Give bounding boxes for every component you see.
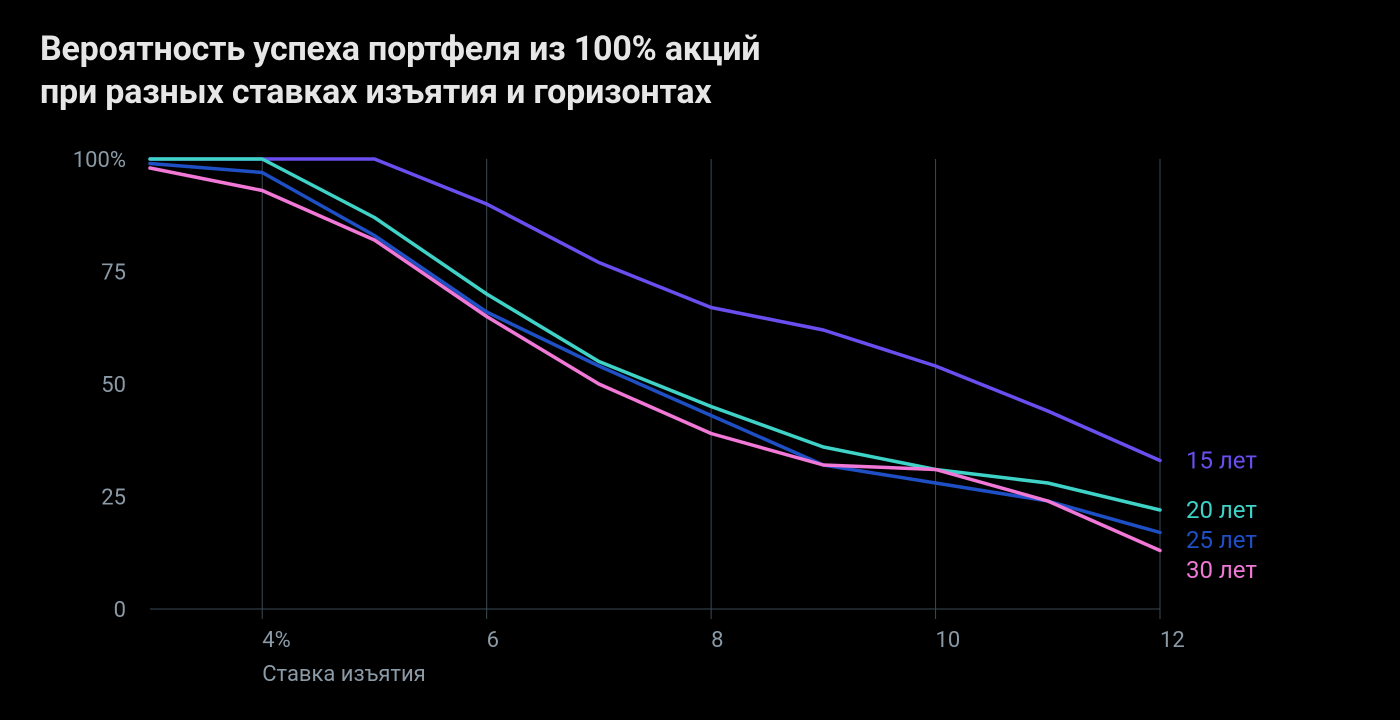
series-line <box>150 159 1160 461</box>
y-tick-label: 50 <box>101 373 126 398</box>
y-tick-label: 0 <box>114 598 126 623</box>
legend-label: 30 лет <box>1186 556 1257 584</box>
x-tick-label: 10 <box>936 628 961 653</box>
series-line <box>150 159 1160 510</box>
x-tick-label: 4% <box>262 628 290 653</box>
x-axis-title: Ставка изъятия <box>262 662 426 687</box>
y-tick-label: 75 <box>101 261 126 286</box>
chart-title-line1: Вероятность успеха портфеля из 100% акци… <box>40 29 760 69</box>
legend-label: 25 лет <box>1186 526 1257 554</box>
x-tick-label: 12 <box>1160 628 1185 653</box>
chart-title: Вероятность успеха портфеля из 100% акци… <box>40 28 1360 113</box>
chart-svg: 0 25 50 75 100% 4% 6 8 10 12 Ставка изъятия 15 лет 2… <box>40 149 1360 709</box>
line-chart: 0 25 50 75 100% 4% 6 8 10 12 Ставка изъятия 15 лет 2… <box>40 149 1360 713</box>
y-tick-label: 100% <box>73 149 126 173</box>
legend-label: 20 лет <box>1186 496 1257 524</box>
chart-title-line2: при разных ставках изъятия и горизонтах <box>40 72 711 112</box>
legend-label: 15 лет <box>1186 447 1257 475</box>
y-tick-label: 25 <box>101 486 126 511</box>
x-tick-label: 8 <box>711 628 723 653</box>
x-tick-label: 6 <box>487 628 499 653</box>
